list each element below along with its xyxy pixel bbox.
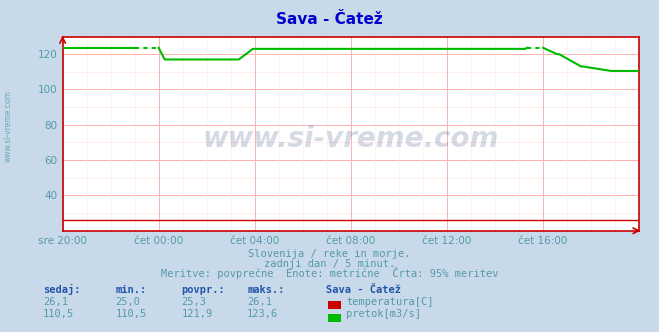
Text: sedaj:: sedaj: <box>43 284 80 295</box>
Text: www.si-vreme.com: www.si-vreme.com <box>3 90 13 162</box>
Text: Sava - Čatež: Sava - Čatež <box>326 285 401 295</box>
Text: Meritve: povprečne  Enote: metrične  Črta: 95% meritev: Meritve: povprečne Enote: metrične Črta:… <box>161 267 498 279</box>
Text: 110,5: 110,5 <box>43 309 74 319</box>
Text: 25,0: 25,0 <box>115 297 140 307</box>
Text: min.:: min.: <box>115 285 146 295</box>
Text: www.si-vreme.com: www.si-vreme.com <box>203 125 499 153</box>
Text: povpr.:: povpr.: <box>181 285 225 295</box>
Text: 110,5: 110,5 <box>115 309 146 319</box>
Text: Slovenija / reke in morje.: Slovenija / reke in morje. <box>248 249 411 259</box>
Text: zadnji dan / 5 minut.: zadnji dan / 5 minut. <box>264 259 395 269</box>
Text: 26,1: 26,1 <box>247 297 272 307</box>
Text: 123,6: 123,6 <box>247 309 278 319</box>
Text: 121,9: 121,9 <box>181 309 212 319</box>
Text: pretok[m3/s]: pretok[m3/s] <box>346 309 421 319</box>
Text: 26,1: 26,1 <box>43 297 68 307</box>
Text: temperatura[C]: temperatura[C] <box>346 297 434 307</box>
Text: 25,3: 25,3 <box>181 297 206 307</box>
Text: Sava - Čatež: Sava - Čatež <box>276 12 383 27</box>
Text: maks.:: maks.: <box>247 285 285 295</box>
